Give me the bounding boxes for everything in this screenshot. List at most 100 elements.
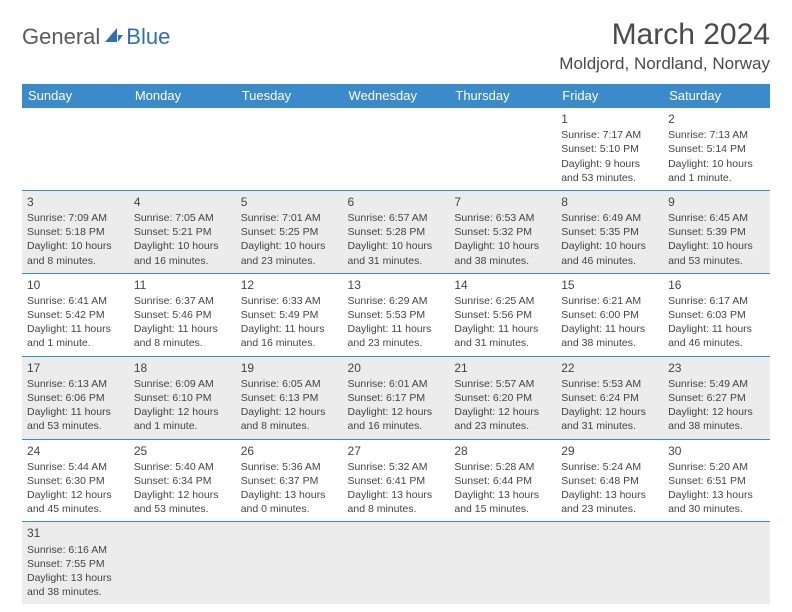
sunset-text: Sunset: 6:37 PM: [241, 474, 338, 488]
calendar-day-cell: 11Sunrise: 6:37 AMSunset: 5:46 PMDayligh…: [129, 273, 236, 356]
sunset-text: Sunset: 5:18 PM: [27, 225, 124, 239]
daylight-text: Daylight: 12 hours and 23 minutes.: [454, 405, 551, 433]
daylight-text: Daylight: 11 hours and 46 minutes.: [668, 322, 765, 350]
sunrise-text: Sunrise: 5:36 AM: [241, 460, 338, 474]
daylight-text: Daylight: 12 hours and 45 minutes.: [27, 488, 124, 516]
sunset-text: Sunset: 6:24 PM: [561, 391, 658, 405]
calendar-day-cell: 15Sunrise: 6:21 AMSunset: 6:00 PMDayligh…: [556, 273, 663, 356]
day-number: 20: [348, 360, 445, 376]
sunset-text: Sunset: 6:17 PM: [348, 391, 445, 405]
day-number: 27: [348, 443, 445, 459]
calendar-empty-cell: [449, 522, 556, 604]
sunset-text: Sunset: 6:44 PM: [454, 474, 551, 488]
sunrise-text: Sunrise: 6:29 AM: [348, 294, 445, 308]
sunset-text: Sunset: 6:03 PM: [668, 308, 765, 322]
calendar-day-cell: 19Sunrise: 6:05 AMSunset: 6:13 PMDayligh…: [236, 356, 343, 439]
calendar-day-cell: 3Sunrise: 7:09 AMSunset: 5:18 PMDaylight…: [22, 190, 129, 273]
calendar-day-cell: 26Sunrise: 5:36 AMSunset: 6:37 PMDayligh…: [236, 439, 343, 522]
sunrise-text: Sunrise: 6:37 AM: [134, 294, 231, 308]
sunrise-text: Sunrise: 6:25 AM: [454, 294, 551, 308]
weekday-header: Sunday: [22, 84, 129, 108]
sunset-text: Sunset: 5:56 PM: [454, 308, 551, 322]
daylight-text: Daylight: 11 hours and 1 minute.: [27, 322, 124, 350]
logo-text-blue: Blue: [126, 24, 170, 50]
sunset-text: Sunset: 5:46 PM: [134, 308, 231, 322]
sunrise-text: Sunrise: 5:24 AM: [561, 460, 658, 474]
title-block: March 2024 Moldjord, Nordland, Norway: [559, 18, 770, 74]
month-title: March 2024: [559, 18, 770, 52]
calendar-empty-cell: [343, 108, 450, 191]
sunrise-text: Sunrise: 5:40 AM: [134, 460, 231, 474]
sunrise-text: Sunrise: 6:01 AM: [348, 377, 445, 391]
sunset-text: Sunset: 6:51 PM: [668, 474, 765, 488]
sunrise-text: Sunrise: 5:28 AM: [454, 460, 551, 474]
day-number: 21: [454, 360, 551, 376]
calendar-day-cell: 5Sunrise: 7:01 AMSunset: 5:25 PMDaylight…: [236, 190, 343, 273]
daylight-text: Daylight: 11 hours and 31 minutes.: [454, 322, 551, 350]
calendar-day-cell: 27Sunrise: 5:32 AMSunset: 6:41 PMDayligh…: [343, 439, 450, 522]
daylight-text: Daylight: 12 hours and 1 minute.: [134, 405, 231, 433]
sunrise-text: Sunrise: 5:32 AM: [348, 460, 445, 474]
daylight-text: Daylight: 12 hours and 8 minutes.: [241, 405, 338, 433]
sunrise-text: Sunrise: 6:17 AM: [668, 294, 765, 308]
sunrise-text: Sunrise: 6:16 AM: [27, 543, 124, 557]
day-number: 26: [241, 443, 338, 459]
day-number: 15: [561, 277, 658, 293]
day-number: 7: [454, 194, 551, 210]
sunset-text: Sunset: 5:49 PM: [241, 308, 338, 322]
logo: General Blue: [22, 24, 170, 50]
sunset-text: Sunset: 6:13 PM: [241, 391, 338, 405]
daylight-text: Daylight: 13 hours and 30 minutes.: [668, 488, 765, 516]
day-number: 11: [134, 277, 231, 293]
calendar-table: SundayMondayTuesdayWednesdayThursdayFrid…: [22, 84, 770, 604]
sunset-text: Sunset: 6:06 PM: [27, 391, 124, 405]
sunrise-text: Sunrise: 5:57 AM: [454, 377, 551, 391]
daylight-text: Daylight: 13 hours and 8 minutes.: [348, 488, 445, 516]
calendar-day-cell: 29Sunrise: 5:24 AMSunset: 6:48 PMDayligh…: [556, 439, 663, 522]
sunrise-text: Sunrise: 5:44 AM: [27, 460, 124, 474]
calendar-day-cell: 7Sunrise: 6:53 AMSunset: 5:32 PMDaylight…: [449, 190, 556, 273]
weekday-header: Monday: [129, 84, 236, 108]
sunset-text: Sunset: 5:14 PM: [668, 142, 765, 156]
daylight-text: Daylight: 13 hours and 0 minutes.: [241, 488, 338, 516]
sunset-text: Sunset: 5:25 PM: [241, 225, 338, 239]
calendar-empty-cell: [343, 522, 450, 604]
daylight-text: Daylight: 10 hours and 8 minutes.: [27, 239, 124, 267]
sunrise-text: Sunrise: 6:09 AM: [134, 377, 231, 391]
sunset-text: Sunset: 6:30 PM: [27, 474, 124, 488]
sunrise-text: Sunrise: 5:49 AM: [668, 377, 765, 391]
day-number: 12: [241, 277, 338, 293]
sunset-text: Sunset: 5:10 PM: [561, 142, 658, 156]
sunset-text: Sunset: 6:00 PM: [561, 308, 658, 322]
day-number: 1: [561, 111, 658, 127]
day-number: 14: [454, 277, 551, 293]
calendar-day-cell: 31Sunrise: 6:16 AMSunset: 7:55 PMDayligh…: [22, 522, 129, 604]
calendar-week-row: 24Sunrise: 5:44 AMSunset: 6:30 PMDayligh…: [22, 439, 770, 522]
sunrise-text: Sunrise: 7:01 AM: [241, 211, 338, 225]
calendar-day-cell: 12Sunrise: 6:33 AMSunset: 5:49 PMDayligh…: [236, 273, 343, 356]
sunrise-text: Sunrise: 5:20 AM: [668, 460, 765, 474]
sunset-text: Sunset: 5:21 PM: [134, 225, 231, 239]
day-number: 17: [27, 360, 124, 376]
sunrise-text: Sunrise: 5:53 AM: [561, 377, 658, 391]
daylight-text: Daylight: 11 hours and 8 minutes.: [134, 322, 231, 350]
calendar-week-row: 17Sunrise: 6:13 AMSunset: 6:06 PMDayligh…: [22, 356, 770, 439]
daylight-text: Daylight: 10 hours and 1 minute.: [668, 157, 765, 185]
sunrise-text: Sunrise: 6:45 AM: [668, 211, 765, 225]
daylight-text: Daylight: 10 hours and 16 minutes.: [134, 239, 231, 267]
day-number: 25: [134, 443, 231, 459]
daylight-text: Daylight: 13 hours and 23 minutes.: [561, 488, 658, 516]
daylight-text: Daylight: 11 hours and 23 minutes.: [348, 322, 445, 350]
weekday-header: Tuesday: [236, 84, 343, 108]
sunrise-text: Sunrise: 6:53 AM: [454, 211, 551, 225]
daylight-text: Daylight: 13 hours and 38 minutes.: [27, 571, 124, 599]
calendar-week-row: 31Sunrise: 6:16 AMSunset: 7:55 PMDayligh…: [22, 522, 770, 604]
calendar-empty-cell: [449, 108, 556, 191]
logo-sail-icon: [104, 27, 124, 43]
daylight-text: Daylight: 10 hours and 23 minutes.: [241, 239, 338, 267]
sunrise-text: Sunrise: 6:21 AM: [561, 294, 658, 308]
day-number: 4: [134, 194, 231, 210]
sunset-text: Sunset: 5:32 PM: [454, 225, 551, 239]
sunset-text: Sunset: 6:10 PM: [134, 391, 231, 405]
weekday-header: Friday: [556, 84, 663, 108]
